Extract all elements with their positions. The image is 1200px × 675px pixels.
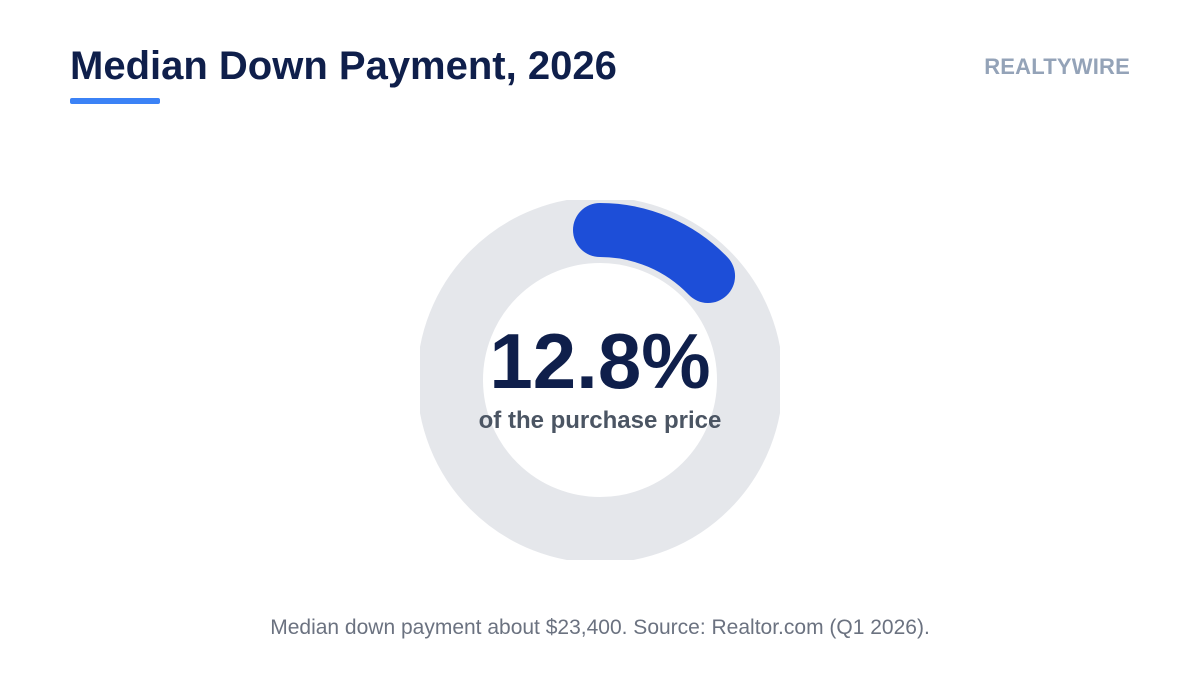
donut-chart: 12.8% of the purchase price: [420, 200, 780, 560]
donut-value-caption: of the purchase price: [478, 407, 722, 434]
title-underline: [70, 98, 160, 104]
donut-value-label: 12.8%: [489, 317, 711, 405]
donut-svg: [420, 200, 780, 560]
brand-logo-text: REALTYWIRE: [984, 54, 1130, 79]
donut-value-arc: [573, 203, 736, 303]
chart-title: Median Down Payment, 2026: [70, 44, 617, 88]
donut-center: 12.8% of the purchase price: [420, 200, 780, 560]
chart-footnote: Median down payment about $23,400. Sourc…: [270, 616, 930, 639]
